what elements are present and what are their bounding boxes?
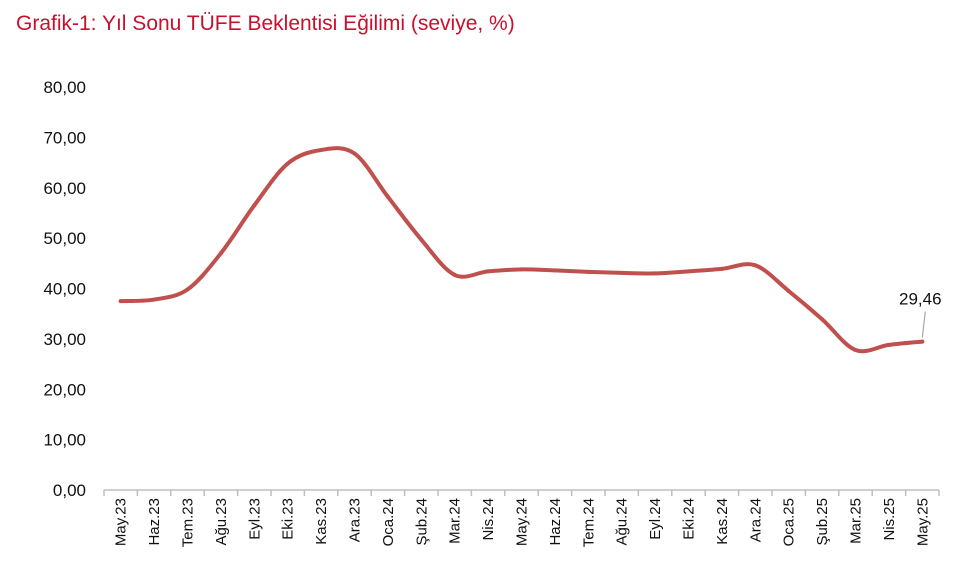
data-point xyxy=(385,194,390,199)
y-tick-label: 10,00 xyxy=(43,431,86,450)
x-tick-label: Ara.23 xyxy=(347,498,364,542)
x-tick-label: Mar.24 xyxy=(447,498,464,544)
data-point xyxy=(552,268,557,273)
data-label: 29,46 xyxy=(899,290,942,309)
x-tick-label: Kas.24 xyxy=(714,498,731,545)
data-point xyxy=(519,267,524,272)
data-point xyxy=(285,161,290,166)
x-tick-label: Şub.25 xyxy=(814,498,831,546)
x-tick-label: Nis.25 xyxy=(881,498,898,541)
data-point xyxy=(352,151,357,156)
data-point xyxy=(218,251,223,256)
data-point xyxy=(118,299,123,304)
data-point xyxy=(653,271,658,276)
data-label-leader xyxy=(921,311,926,338)
annotation-group: 29,46 xyxy=(899,290,942,338)
data-point xyxy=(619,270,624,275)
x-tick-label: Eki.23 xyxy=(280,498,297,540)
x-tick-label: Oca.25 xyxy=(781,498,798,546)
y-tick-label: 50,00 xyxy=(43,229,86,248)
x-tick-label: May.25 xyxy=(914,498,931,546)
data-point xyxy=(820,317,825,322)
y-tick-label: 70,00 xyxy=(43,128,86,147)
data-point xyxy=(886,342,891,347)
chart-title: Grafik-1: Yıl Sonu TÜFE Beklentisi Eğili… xyxy=(16,12,515,35)
x-tick-label: Oca.24 xyxy=(380,498,397,546)
y-axis: 0,00 10,00 20,00 30,00 40,00 50,00 60,00 70,00 8… xyxy=(43,78,86,500)
x-tick-label: Tem.24 xyxy=(580,498,597,547)
y-tick-label: 60,00 xyxy=(43,179,86,198)
data-point xyxy=(920,339,925,344)
data-point xyxy=(586,269,591,274)
data-point xyxy=(786,289,791,294)
y-tick-label: 40,00 xyxy=(43,280,86,299)
series-line xyxy=(118,146,925,354)
y-tick-label: 30,00 xyxy=(43,330,86,349)
data-point xyxy=(486,269,491,274)
x-tick-label: Tem.23 xyxy=(180,498,197,547)
data-point xyxy=(319,147,324,152)
data-point xyxy=(152,297,157,302)
x-tick-label: Ara.24 xyxy=(747,498,764,542)
data-point xyxy=(853,347,858,352)
x-tick-label: Ağu.23 xyxy=(213,498,230,546)
x-axis: May.23 Haz.23 Tem.23 Ağu.23 Eyl.23 Eki.23 Kas.… xyxy=(103,489,940,547)
x-tick-label: Nis.24 xyxy=(480,498,497,541)
series-group xyxy=(118,146,925,354)
data-point xyxy=(686,269,691,274)
x-tick-label: Eyl.24 xyxy=(647,498,664,540)
x-tick-label: Haz.24 xyxy=(547,498,564,546)
x-tick-label: Eki.24 xyxy=(681,498,698,540)
data-point xyxy=(753,263,758,268)
x-tick-label: Haz.23 xyxy=(146,498,163,546)
x-tick-label: May.23 xyxy=(113,498,130,546)
x-tick-label: Ağu.24 xyxy=(614,498,631,546)
x-tick-label: Eyl.23 xyxy=(246,498,263,540)
data-point xyxy=(419,237,424,242)
x-tick-label: Şub.24 xyxy=(413,498,430,546)
y-tick-label: 20,00 xyxy=(43,380,86,399)
data-point xyxy=(719,266,724,271)
y-tick-label: 0,00 xyxy=(53,481,86,500)
x-tick-label: May.24 xyxy=(514,498,531,546)
data-point xyxy=(185,287,190,292)
data-point xyxy=(252,203,257,208)
x-tick-label: Kas.23 xyxy=(313,498,330,545)
x-tick-label: Mar.25 xyxy=(848,498,865,544)
y-tick-label: 80,00 xyxy=(43,78,86,97)
data-point xyxy=(452,272,457,277)
